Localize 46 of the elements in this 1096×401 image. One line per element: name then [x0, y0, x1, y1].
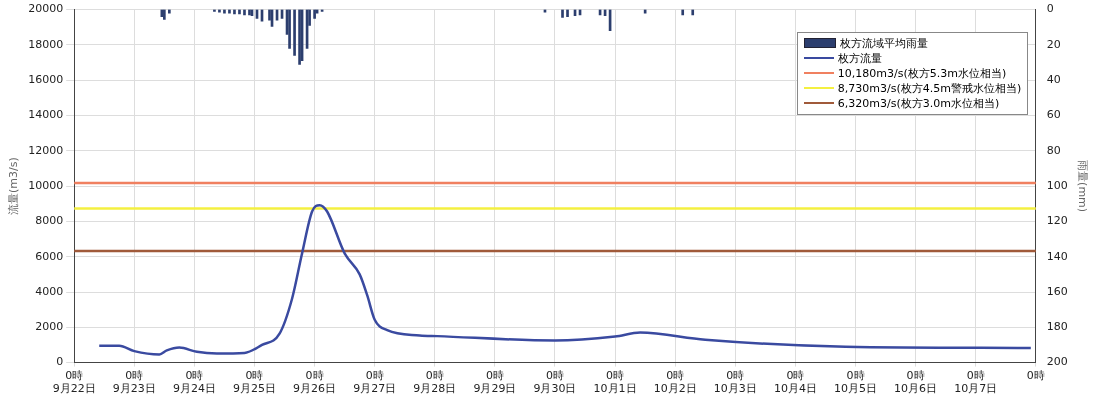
y2-tick-label: 0	[1046, 2, 1054, 16]
legend-label: 枚方流量	[837, 50, 882, 66]
legend-label: 10,180m3/s(枚方5.3m水位相当)	[837, 65, 1007, 81]
y-tick-label: 10000	[28, 178, 64, 192]
legend-label: 8,730m3/s(枚方4.5m警戒水位相当)	[837, 80, 1022, 96]
y2-tick-label: 60	[1046, 108, 1061, 122]
y-tick-label: 16000	[28, 73, 64, 87]
x-tick-label: 0時	[1026, 369, 1045, 383]
y-tick-label: 2000	[35, 320, 64, 334]
x-tick-label: 0時 9月24日	[172, 369, 216, 396]
legend-label: 枚方流域平均雨量	[839, 35, 928, 51]
y2-tick-label: 180	[1046, 320, 1068, 334]
y-axis-title: 流量(m3/s)	[7, 157, 21, 215]
y2-tick-label: 160	[1046, 284, 1068, 298]
y-tick-label: 14000	[28, 108, 64, 122]
y-tick-label: 8000	[35, 214, 64, 228]
y-tick-label: 6000	[35, 249, 64, 263]
x-tick-label: 0時 10月5日	[834, 369, 877, 396]
y-tick-label: 4000	[35, 284, 64, 298]
x-tick-label: 0時 10月7日	[954, 369, 998, 396]
x-tick-label: 0時 9月27日	[353, 369, 397, 396]
x-tick-label: 0時 9月25日	[232, 369, 276, 396]
y-tick-label: 12000	[28, 143, 64, 157]
x-tick-label: 0時 9月23日	[112, 369, 156, 396]
y-tick-label: 0	[56, 355, 64, 369]
y2-tick-label: 200	[1046, 355, 1068, 369]
y2-tick-label: 100	[1046, 178, 1068, 192]
y2-tick-label: 140	[1046, 249, 1068, 263]
y2-tick-label: 20	[1046, 37, 1061, 51]
y2-tick-label: 40	[1046, 73, 1061, 87]
x-tick-label: 0時 9月30日	[533, 369, 577, 396]
y2-tick-label: 120	[1046, 214, 1068, 228]
y2-tick-label: 80	[1046, 143, 1061, 157]
x-tick-label: 0時 10月2日	[653, 369, 697, 396]
x-tick-label: 0時 10月6日	[894, 369, 938, 396]
x-tick-label: 0時 9月29日	[473, 369, 517, 396]
x-tick-label: 0時 10月4日	[773, 369, 817, 396]
y-tick-label: 20000	[28, 2, 64, 16]
x-tick-label: 0時 9月26日	[293, 369, 337, 396]
x-tick-label: 0時 10月3日	[713, 369, 757, 396]
y-tick-label: 18000	[28, 37, 64, 51]
x-tick-label: 0時 10月1日	[593, 369, 637, 396]
legend-label: 6,320m3/s(枚方3.0m水位相当)	[837, 95, 1000, 111]
x-tick-label: 0時 9月28日	[413, 369, 457, 396]
x-tick-label: 0時 9月22日	[52, 369, 96, 396]
y2-axis-title: 雨量(mm)	[1075, 160, 1089, 213]
